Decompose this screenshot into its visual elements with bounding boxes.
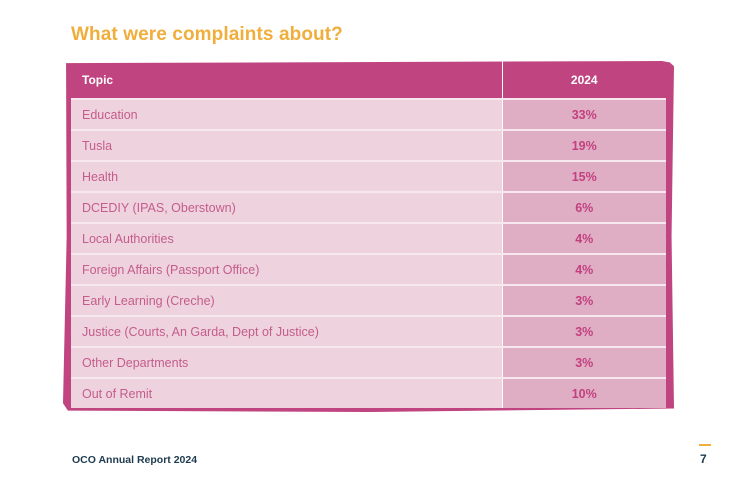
value-cell: 3% [501,346,666,378]
value-cell: 3% [501,284,666,316]
topic-cell: Tusla [71,129,502,161]
table-header-row: Topic 2024 [71,61,666,99]
topic-cell: DCEDIY (IPAS, Oberstown) [71,191,502,223]
column-header-year: 2024 [501,61,666,99]
topic-cell: Other Departments [71,346,502,378]
page-title: What were complaints about? [71,24,343,45]
value-cell: 4% [501,222,666,254]
table-row: Education 33% [71,98,666,130]
page-number-accent-line [699,444,711,446]
topic-cell: Local Authorities [71,222,502,254]
table-row: Tusla 19% [71,129,666,161]
topic-cell: Education [71,98,502,130]
table-row: Out of Remit 10% [71,377,666,408]
table-row: Foreign Affairs (Passport Office) 4% [71,253,666,285]
footer-report-title: OCO Annual Report 2024 [72,454,198,466]
table-row: Justice (Courts, An Garda, Dept of Justi… [71,315,666,347]
table-row: Early Learning (Creche) 3% [71,284,666,316]
value-cell: 4% [501,253,666,285]
value-cell: 3% [501,315,666,347]
topic-cell: Health [71,160,502,192]
value-cell: 10% [501,377,666,408]
table-row: Local Authorities 4% [71,222,666,254]
column-header-topic: Topic [82,72,114,87]
value-cell: 19% [501,129,666,161]
value-cell: 15% [501,160,666,192]
topic-cell: Justice (Courts, An Garda, Dept of Justi… [71,315,502,347]
value-cell: 33% [501,98,666,130]
page-number: 7 [700,452,707,466]
topic-cell: Foreign Affairs (Passport Office) [71,253,502,285]
table-row: Other Departments 3% [71,346,666,378]
topic-cell: Early Learning (Creche) [71,284,502,316]
complaints-table: Topic 2024 Education 33% Tusla 19% Healt… [71,61,666,408]
topic-cell: Out of Remit [71,377,502,408]
value-cell: 6% [501,191,666,223]
table-row: Health 15% [71,160,666,192]
table-row: DCEDIY (IPAS, Oberstown) 6% [71,191,666,223]
